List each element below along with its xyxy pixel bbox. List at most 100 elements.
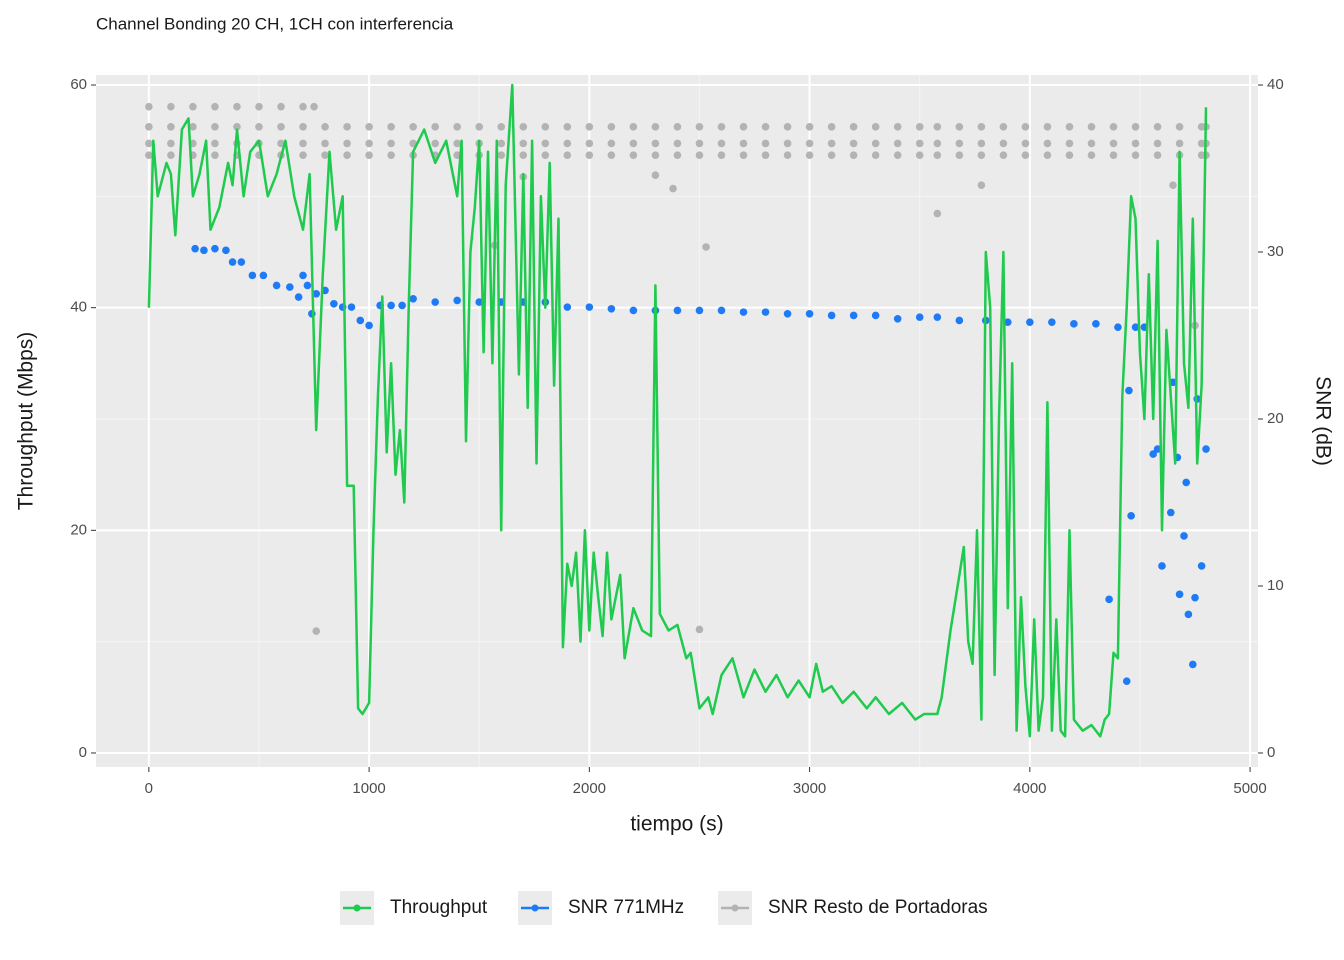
snr-point <box>673 139 682 148</box>
snr-point <box>453 122 461 131</box>
snr-point <box>211 102 219 111</box>
x-tick-label: 4000 <box>1013 780 1046 797</box>
snr-point <box>431 122 439 131</box>
snr-point <box>475 122 484 131</box>
snr-point <box>387 151 395 159</box>
snr-point <box>189 122 197 131</box>
snr-point <box>1125 386 1133 395</box>
snr-point <box>211 244 219 253</box>
snr-point <box>1070 320 1078 328</box>
snr-point <box>717 139 726 148</box>
snr-point <box>1087 122 1096 131</box>
snr-point <box>497 139 506 148</box>
snr-point <box>497 122 506 131</box>
snr-point <box>849 122 858 131</box>
snr-point <box>893 315 902 323</box>
snr-point <box>563 303 572 311</box>
snr-point <box>1021 151 1030 159</box>
snr-point <box>999 139 1008 148</box>
snr-point <box>871 139 880 148</box>
snr-point <box>849 139 858 148</box>
snr-point <box>398 301 406 310</box>
snr-point <box>1122 677 1131 685</box>
snr-point <box>1184 610 1193 619</box>
snr-point <box>167 102 175 111</box>
y-tick-label: 40 <box>70 299 87 316</box>
x-tick-label: 1000 <box>352 780 385 797</box>
snr-point <box>915 151 924 159</box>
snr-point <box>1131 151 1140 159</box>
snr-point <box>695 151 704 159</box>
snr-point <box>805 122 814 131</box>
snr-point <box>651 122 660 131</box>
snr-point <box>519 122 528 131</box>
snr-point <box>409 294 417 303</box>
snr-point <box>1175 139 1184 148</box>
snr-point <box>563 122 572 131</box>
snr-point <box>1026 318 1034 326</box>
y2-tick-label: 10 <box>1267 577 1284 594</box>
snr-point <box>761 308 770 316</box>
snr-point <box>1109 151 1118 159</box>
snr-point <box>1021 139 1030 148</box>
snr-point <box>915 313 924 321</box>
snr-point <box>933 122 942 131</box>
snr-point <box>145 102 153 111</box>
snr-point <box>607 151 616 159</box>
snr-point <box>453 296 461 305</box>
snr-point <box>211 122 219 131</box>
snr-point <box>1169 181 1177 190</box>
y-tick-label: 0 <box>79 744 87 761</box>
snr-point <box>955 151 964 159</box>
snr-point <box>248 271 257 280</box>
snr-point <box>1131 139 1140 148</box>
snr-point <box>585 139 594 148</box>
snr-point <box>519 151 528 159</box>
snr-point <box>827 151 836 159</box>
snr-point <box>1127 512 1135 520</box>
snr-point <box>259 271 268 280</box>
chart-title: Channel Bonding 20 CH, 1CH con interfere… <box>96 14 454 33</box>
snr-point <box>431 139 439 148</box>
snr-point <box>347 303 356 311</box>
snr-point <box>827 311 836 320</box>
snr-point <box>761 122 770 131</box>
legend-dot <box>731 904 739 912</box>
snr-point <box>1043 139 1052 148</box>
snr-point <box>453 139 461 148</box>
snr-point <box>783 122 792 131</box>
y-tick-label: 60 <box>70 76 87 93</box>
snr-point <box>955 122 964 131</box>
snr-point <box>299 102 307 111</box>
snr-point <box>1189 660 1197 669</box>
snr-point <box>1153 122 1162 131</box>
snr-point <box>607 304 616 313</box>
snr-point <box>1153 139 1162 148</box>
snr-point <box>607 139 616 148</box>
snr-point <box>1087 151 1096 159</box>
y2-tick-label: 40 <box>1267 76 1284 93</box>
snr-point <box>915 139 924 148</box>
legend-label: SNR 771MHz <box>568 897 684 918</box>
snr-point <box>1092 320 1100 328</box>
snr-point <box>893 139 902 148</box>
snr-point <box>1021 122 1030 131</box>
snr-point <box>933 139 942 148</box>
snr-point <box>1048 318 1056 326</box>
snr-point <box>233 122 241 131</box>
snr-point <box>233 102 241 111</box>
snr-point <box>343 122 351 131</box>
snr-point <box>563 139 572 148</box>
x-axis-title: tiempo (s) <box>630 813 723 836</box>
snr-point <box>299 122 307 131</box>
plot-panel <box>96 75 1258 767</box>
snr-point <box>387 301 395 310</box>
snr-point <box>497 151 506 159</box>
snr-point <box>585 151 594 159</box>
snr-point <box>849 311 858 320</box>
snr-point <box>310 102 318 111</box>
snr-point <box>1114 323 1122 331</box>
legend-dot <box>353 904 361 912</box>
snr-point <box>717 122 726 131</box>
snr-point <box>1109 139 1118 148</box>
